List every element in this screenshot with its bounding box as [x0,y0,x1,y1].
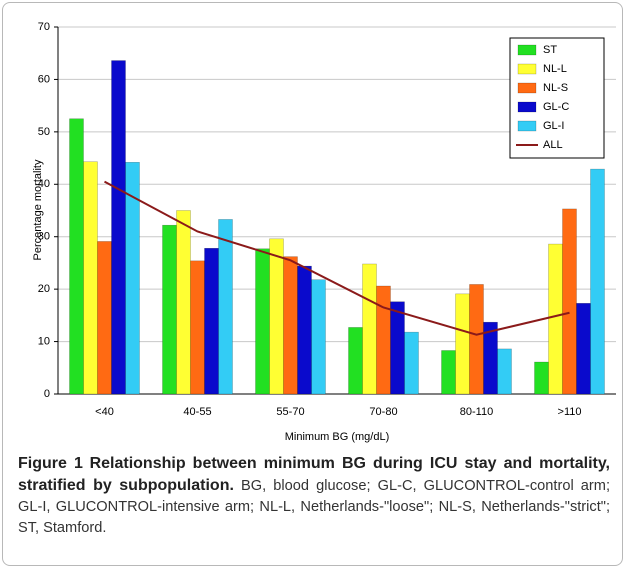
bar [176,210,191,395]
x-tick-label: 80-110 [460,406,493,418]
bar [455,293,470,395]
x-axis-label: Minimum BG (mg/dL) [285,431,390,443]
bar [390,301,405,395]
bar [562,208,577,395]
bar [125,162,140,395]
bar [283,256,298,395]
y-axis-label: Percentage mortality [32,159,44,260]
y-tick-label: 40 [38,178,50,190]
bar [534,361,549,395]
chart: Minimum BG (mg/dL) Percentage mortality … [32,21,616,443]
y-tick-label: 30 [38,231,50,243]
bar [376,285,391,395]
y-tick-label: 50 [38,126,50,138]
bar [311,279,326,395]
x-tick-label: <40 [95,406,114,418]
bar [255,248,270,395]
y-tick-label: 20 [38,283,50,295]
legend-label: GL-I [543,120,564,132]
bar [548,243,563,395]
bar [348,327,363,395]
bar [97,241,112,395]
legend-box [509,37,605,159]
bar [83,161,98,395]
bar [362,263,377,395]
x-tick-label: 55-70 [276,406,304,418]
x-tick-label: 40-55 [183,406,211,418]
caption: Figure 1 Relationship between minimum BG… [18,453,610,539]
legend-swatch [517,63,537,75]
bar [190,260,205,395]
y-tick-label: 10 [38,335,50,347]
legend-label: ALL [543,139,563,151]
x-tick-label: 70-80 [369,406,397,418]
legend-swatch [517,44,537,56]
bar [297,265,312,395]
legend-label: GL-C [543,101,569,113]
bar [469,284,484,395]
bar [269,238,284,395]
bar [162,224,177,395]
legend-swatch [517,120,537,132]
legend-label: NL-S [543,82,568,94]
bar [111,60,126,395]
bar [204,247,219,395]
caption-title: Relationship between minimum BG during I… [18,455,610,494]
bar [590,168,605,395]
bar [69,118,84,395]
legend-label: NL-L [543,63,567,75]
bar [218,219,233,395]
legend-label: ST [543,44,557,56]
bar [576,303,591,395]
caption-label: Figure 1 [18,455,83,472]
bar [404,331,419,395]
legend-swatch [517,82,537,94]
x-tick-label: >110 [558,406,582,418]
legend-swatch [517,101,537,113]
line [104,180,570,336]
y-tick-label: 70 [38,21,50,33]
bar [441,350,456,395]
caption-text: BG, blood glucose; GL-C, GLUCONTROL-cont… [18,478,610,536]
y-tick-label: 60 [38,73,50,85]
y-tick-label: 0 [44,388,50,400]
bar [497,348,512,395]
